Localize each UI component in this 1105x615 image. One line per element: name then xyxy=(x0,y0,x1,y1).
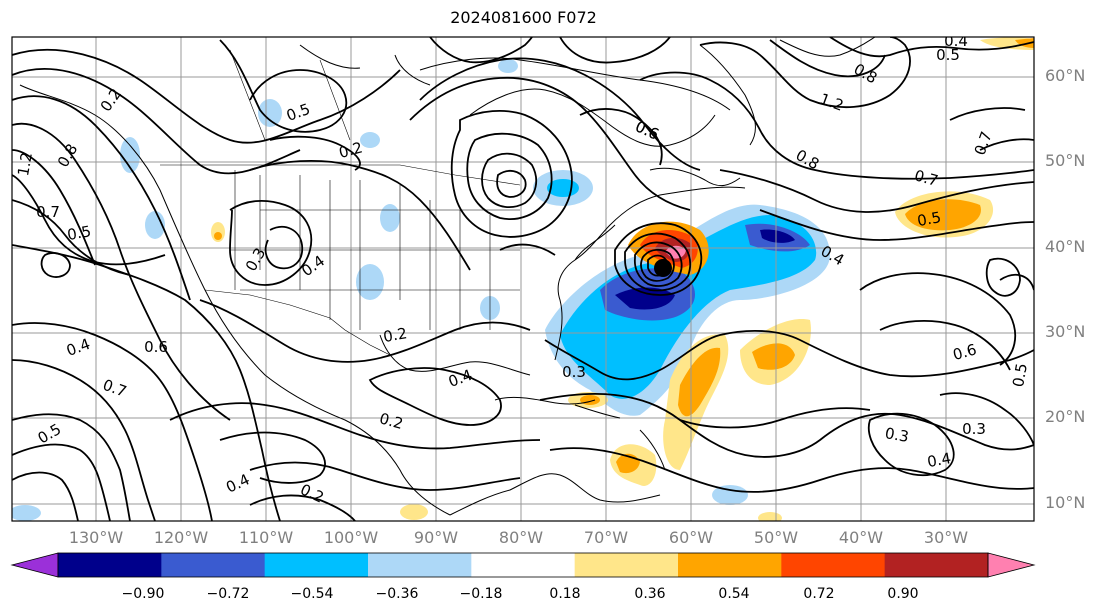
shading-layer xyxy=(12,37,1034,521)
storm-center-marker xyxy=(654,259,672,277)
contour-label: 0.3 xyxy=(562,363,586,381)
lon-label-60w: 60°W xyxy=(668,528,714,547)
map-title: 2024081600 F072 xyxy=(450,8,597,27)
lon-label-130w: 130°W xyxy=(68,528,124,547)
contour-label: 0.3 xyxy=(962,420,986,438)
contour-lines xyxy=(12,37,1034,521)
grid-lines xyxy=(12,37,1034,521)
colorbar-segment xyxy=(471,553,576,577)
lon-label-40w: 40°W xyxy=(838,528,884,547)
plot-frame xyxy=(11,36,1035,522)
contour-label: 0.4 xyxy=(926,449,953,471)
lat-label-60n: 60°N xyxy=(1045,66,1086,85)
lat-label-10n: 10°N xyxy=(1045,493,1086,512)
political-borders xyxy=(160,49,521,356)
colorbar-tick: −0.18 xyxy=(459,586,503,602)
lon-label-100w: 100°W xyxy=(323,528,379,547)
colorbar-segment xyxy=(264,553,369,577)
colorbar-tick: 0.72 xyxy=(803,586,835,602)
colorbar-segment xyxy=(678,553,782,577)
colorbar-segment xyxy=(781,553,886,577)
lon-label-110w: 110°W xyxy=(238,528,294,547)
colorbar-extension-high xyxy=(987,552,1036,578)
colorbar-segment xyxy=(368,553,472,577)
contour-label: 0.7 xyxy=(912,166,940,190)
contour-label: 0.2 xyxy=(377,409,405,433)
contour-label: 0.5 xyxy=(916,208,943,230)
contour-label: 1.2 xyxy=(14,151,36,178)
lon-label-30w: 30°W xyxy=(923,528,969,547)
lon-label-90w: 90°W xyxy=(413,528,459,547)
lon-label-80w: 80°W xyxy=(498,528,544,547)
colorbar-tick: −0.36 xyxy=(375,586,419,602)
contour-label: 0.3 xyxy=(884,424,911,446)
colorbar xyxy=(10,552,1036,578)
lat-label-30n: 30°N xyxy=(1045,322,1086,341)
contour-label: 0.4 xyxy=(298,252,328,280)
colorbar-tick: −0.54 xyxy=(290,586,334,602)
colorbar-segment xyxy=(161,553,266,577)
contour-label-group: 0.2 0.50.20.81.20.70.50.3 0.40.4 0.60.70.50… xyxy=(14,32,1031,507)
lat-label-20n: 20°N xyxy=(1045,407,1086,426)
contour-label: 0.5 xyxy=(936,46,960,64)
colorbar-extension-low xyxy=(10,552,59,578)
colorbar-tick: 0.36 xyxy=(634,586,666,602)
colorbar-tick: −0.90 xyxy=(121,586,165,602)
colorbar-segment xyxy=(884,553,989,577)
lat-label-40n: 40°N xyxy=(1045,237,1086,256)
colorbar-frame xyxy=(57,552,989,578)
colorbar-segment xyxy=(574,553,679,577)
contour-label: 0.5 xyxy=(1009,362,1031,389)
coastlines xyxy=(19,37,876,516)
colorbar-tick: 0.90 xyxy=(887,586,919,602)
lat-label-50n: 50°N xyxy=(1045,151,1086,170)
contour-label: 0.2 xyxy=(337,138,365,162)
contour-label: 0.5 xyxy=(66,222,93,244)
lon-label-120w: 120°W xyxy=(153,528,209,547)
contour-label: 0.4 xyxy=(944,32,968,50)
colorbar-segment xyxy=(58,553,162,577)
contour-label: 0.2 xyxy=(382,324,409,346)
contour-label: 0.2 xyxy=(97,85,125,115)
colorbar-tick: −0.72 xyxy=(206,586,250,602)
contour-label: 0.6 xyxy=(144,338,168,356)
contour-label: 0.6 xyxy=(951,340,979,364)
colorbar-tick: 0.54 xyxy=(718,586,750,602)
contour-label: 0.7 xyxy=(36,203,60,221)
lon-label-70w: 70°W xyxy=(583,528,629,547)
colorbar-tick: 0.18 xyxy=(549,586,581,602)
lon-label-50w: 50°W xyxy=(753,528,799,547)
